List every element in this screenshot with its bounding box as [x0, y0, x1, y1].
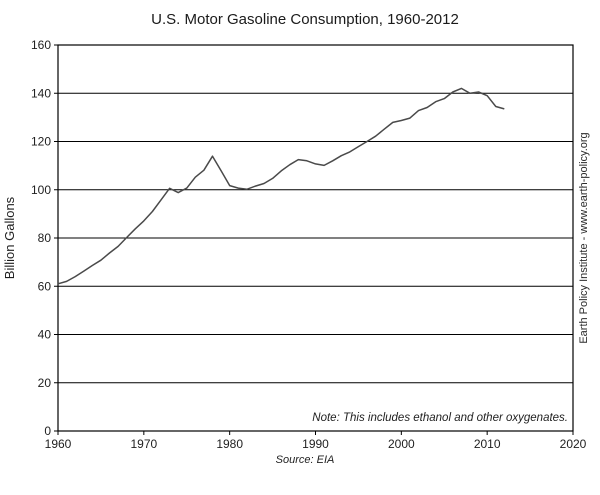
note-annotation: Note: This includes ethanol and other ox… — [312, 412, 568, 424]
x-tick-label: 2010 — [474, 437, 501, 451]
y-tick-label: 140 — [31, 86, 51, 100]
x-tick-label: 1960 — [45, 437, 72, 451]
x-tick-label: 1990 — [302, 437, 329, 451]
axis-ticks — [54, 44, 574, 435]
y-tick-labels: 0 20 40 60 80 100 120 140 160 — [31, 38, 51, 438]
y-tick-label: 120 — [31, 135, 51, 149]
source-label: Source: EIA — [276, 454, 335, 466]
y-tick-label: 0 — [44, 424, 51, 438]
y-tick-label: 20 — [38, 376, 52, 390]
gridlines — [58, 92, 573, 384]
x-tick-label: 1980 — [216, 437, 243, 451]
y-tick-label: 100 — [31, 183, 51, 197]
y-tick-label: 160 — [31, 38, 51, 52]
y-tick-label: 40 — [38, 328, 52, 342]
watermark: Earth Policy Institute - www.earth-polic… — [578, 132, 590, 343]
x-tick-label: 1970 — [130, 437, 157, 451]
x-tick-label: 2020 — [560, 437, 587, 451]
chart-title: U.S. Motor Gasoline Consumption, 1960-20… — [151, 11, 459, 28]
x-tick-labels: 1960 1970 1980 1990 2000 2010 2020 — [45, 437, 587, 451]
data-line — [57, 87, 505, 285]
y-axis-title: Billion Gallons — [2, 196, 17, 279]
y-tick-label: 60 — [38, 279, 52, 293]
x-tick-label: 2000 — [388, 437, 415, 451]
y-tick-label: 80 — [38, 231, 52, 245]
